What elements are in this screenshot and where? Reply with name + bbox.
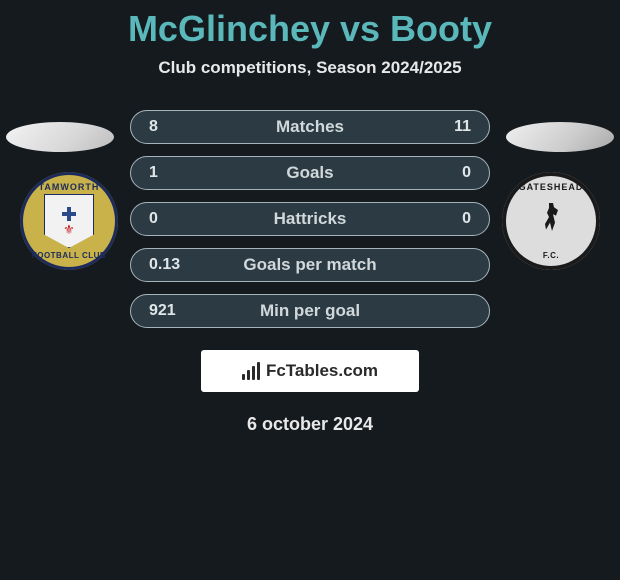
stat-right-value: 0 xyxy=(431,210,471,228)
stat-label: Goals per match xyxy=(243,255,376,275)
stat-pill-hattricks: 0 Hattricks 0 xyxy=(130,202,490,236)
stat-right-value: 11 xyxy=(431,118,471,136)
stat-label: Matches xyxy=(276,117,344,137)
stat-row: 1 Goals 0 xyxy=(0,156,620,190)
date: 6 october 2024 xyxy=(0,414,620,435)
subtitle: Club competitions, Season 2024/2025 xyxy=(0,58,620,78)
comparison-card: McGlinchey vs Booty Club competitions, S… xyxy=(0,0,620,435)
stat-label: Hattricks xyxy=(274,209,347,229)
stat-row: 0.13 Goals per match xyxy=(0,248,620,282)
stat-label: Goals xyxy=(286,163,333,183)
stat-left-value: 921 xyxy=(149,302,189,320)
stat-row: 921 Min per goal xyxy=(0,294,620,328)
bars-icon xyxy=(242,362,260,380)
page-title: McGlinchey vs Booty xyxy=(0,8,620,50)
stat-pill-matches: 8 Matches 11 xyxy=(130,110,490,144)
stat-left-value: 0.13 xyxy=(149,256,189,274)
stat-label: Min per goal xyxy=(260,301,360,321)
stat-pill-goals: 1 Goals 0 xyxy=(130,156,490,190)
stat-row: 0 Hattricks 0 xyxy=(0,202,620,236)
watermark-text: FcTables.com xyxy=(266,361,378,381)
stat-pill-min-per-goal: 921 Min per goal xyxy=(130,294,490,328)
stat-left-value: 1 xyxy=(149,164,189,182)
stat-right-value: 0 xyxy=(431,164,471,182)
stat-pill-goals-per-match: 0.13 Goals per match xyxy=(130,248,490,282)
stat-left-value: 8 xyxy=(149,118,189,136)
stat-row: 8 Matches 11 xyxy=(0,110,620,144)
watermark: FcTables.com xyxy=(201,350,419,392)
stat-left-value: 0 xyxy=(149,210,189,228)
stats-list: 8 Matches 11 1 Goals 0 0 Hattricks 0 0.1… xyxy=(0,110,620,328)
